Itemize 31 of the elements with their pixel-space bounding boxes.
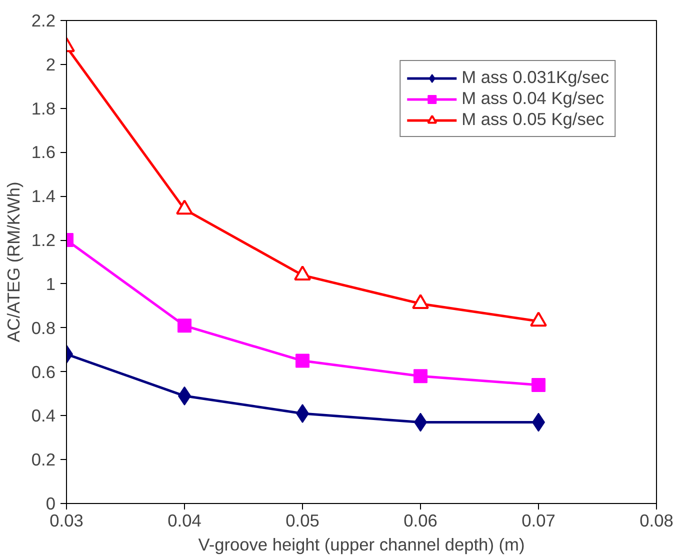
y-tick-label: 2.2 (31, 10, 56, 30)
y-tick-label: 1.2 (31, 230, 56, 250)
x-tick-label: 0.04 (168, 510, 202, 530)
x-axis-title: V-groove height (upper channel depth) (m) (198, 534, 525, 554)
x-tick-label: 0.03 (50, 510, 84, 530)
x-tick-label: 0.08 (640, 510, 674, 530)
point (412, 294, 429, 310)
point (530, 312, 547, 327)
y-tick-label: 0.4 (31, 406, 56, 426)
point (178, 318, 192, 333)
legend-label: M ass 0.04 Kg/sec (462, 88, 604, 109)
point (414, 369, 428, 384)
point (296, 354, 310, 368)
point (294, 266, 311, 281)
x-tick-label: 0.06 (404, 510, 438, 530)
legend-label: M ass 0.05 Kg/sec (462, 109, 604, 130)
x-tick-label: 0.05 (286, 510, 320, 530)
point (176, 200, 193, 215)
x-tick-label: 0.07 (522, 510, 556, 530)
y-tick-label: 1 (46, 274, 56, 294)
y-tick-label: 0.6 (31, 362, 56, 382)
y-tick-label: 0 (46, 494, 56, 514)
y-tick-label: 1.6 (31, 142, 56, 162)
y-tick-label: 0.2 (31, 450, 56, 470)
legend-label: M ass 0.031Kg/sec (462, 67, 609, 88)
y-tick-label: 1.4 (31, 186, 56, 206)
y-tick-label: 1.8 (31, 98, 56, 118)
y-tick-label: 2 (46, 54, 56, 74)
y-axis-title: AC/ATEG (RM/KWh) (3, 182, 24, 342)
point (532, 378, 546, 392)
y-tick-label: 0.8 (31, 318, 56, 338)
